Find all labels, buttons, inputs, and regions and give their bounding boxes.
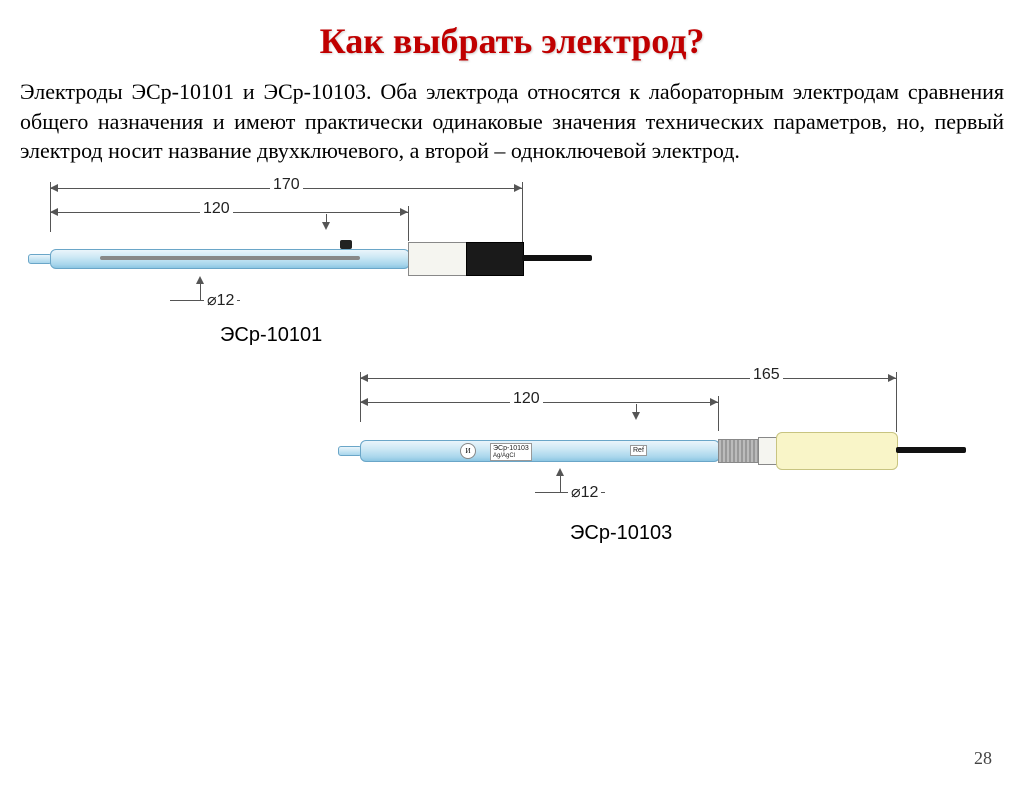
electrode1-black-cap <box>466 242 524 276</box>
electrode1-diagram: 170 120 ⌀12 ЭСр-10101 <box>20 184 1004 364</box>
electrode2-diagram: 165 120 ЭСр-10103Ag/AgCl Ref И <box>20 374 1004 574</box>
page-number: 28 <box>974 748 992 769</box>
electrode1-label-band <box>408 242 468 276</box>
electrode2-tube <box>360 440 720 462</box>
electrode2-ref-label: Ref <box>630 445 647 456</box>
page-title: Как выбрать электрод? <box>0 20 1024 62</box>
electrode1-tip <box>28 254 52 264</box>
electrode2-caption: ЭСр-10103 <box>570 522 672 545</box>
electrode1-cable <box>522 255 592 261</box>
dim-diameter-1: ⌀12 <box>204 290 237 310</box>
electrode2-body-label: ЭСр-10103Ag/AgCl <box>490 443 532 461</box>
dim-glass-length-2: 120 <box>510 390 543 408</box>
electrode2-white-ring <box>758 437 778 465</box>
electrode2-yellow-cap <box>776 432 898 470</box>
electrode2-tip <box>338 446 362 456</box>
dim-total-length-2: 165 <box>750 366 783 384</box>
electrode2-ribbed-ring <box>718 439 760 463</box>
electrode1-rod <box>100 256 360 260</box>
dim-total-length-1: 170 <box>270 176 303 194</box>
dim-glass-length-1: 120 <box>200 200 233 218</box>
intro-paragraph: Электроды ЭСр-10101 и ЭСр-10103. Оба эле… <box>20 77 1004 166</box>
electrode1-knob <box>340 240 352 249</box>
dim-diameter-2: ⌀12 <box>568 482 601 502</box>
electrode2-cable <box>896 447 966 453</box>
electrode1-caption: ЭСр-10101 <box>220 324 322 347</box>
electrode2-logo-icon: И <box>460 443 476 459</box>
